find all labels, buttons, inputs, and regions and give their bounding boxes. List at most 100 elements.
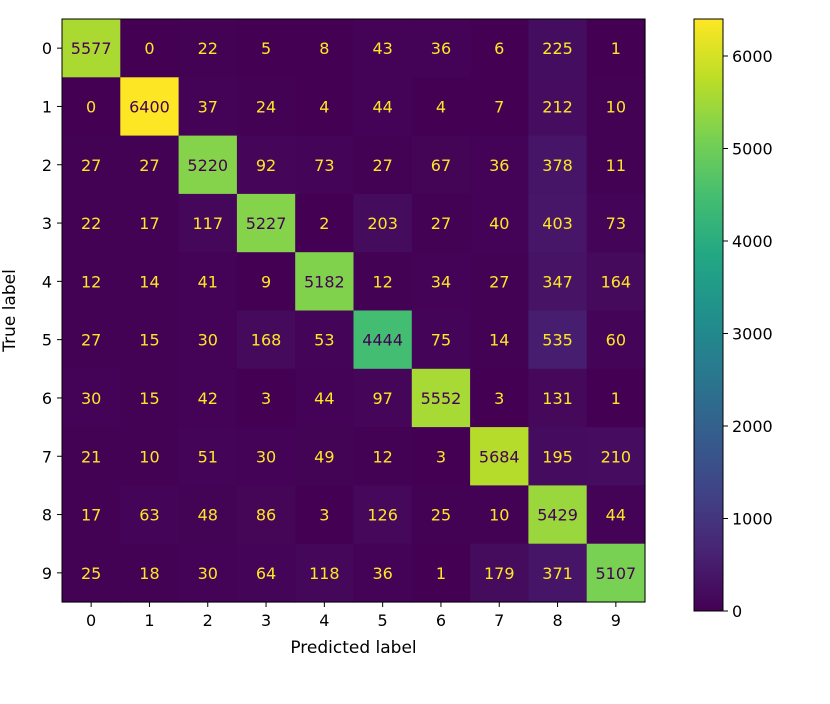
heatmap-cell bbox=[411, 77, 471, 137]
cell-value-label: 67 bbox=[431, 156, 451, 175]
heatmap-cell bbox=[178, 543, 238, 603]
cell-value-label: 44 bbox=[606, 506, 626, 525]
heatmap-cell bbox=[62, 252, 121, 312]
y-tick-label: 4 bbox=[42, 272, 52, 291]
cell-value-label: 44 bbox=[372, 97, 392, 116]
cell-value-label: 25 bbox=[431, 506, 451, 525]
heatmap-cell bbox=[411, 135, 471, 195]
heatmap-cell bbox=[62, 193, 121, 253]
heatmap-cell bbox=[353, 368, 413, 428]
cell-value-label: 63 bbox=[139, 506, 159, 525]
heatmap-cell bbox=[62, 135, 121, 195]
heatmap-cell bbox=[236, 485, 296, 545]
cell-value-label: 14 bbox=[489, 331, 509, 350]
heatmap-cell bbox=[120, 19, 180, 78]
cell-value-label: 3 bbox=[319, 506, 329, 525]
y-tick-label: 2 bbox=[42, 156, 52, 175]
heatmap-cell bbox=[236, 77, 296, 137]
cell-value-label: 11 bbox=[606, 156, 626, 175]
heatmap-cell bbox=[178, 77, 238, 137]
heatmap-cell bbox=[236, 252, 296, 312]
heatmap-cell bbox=[411, 368, 471, 428]
heatmap-cell bbox=[586, 427, 646, 486]
heatmap-cell bbox=[528, 310, 588, 370]
cell-value-label: 2 bbox=[319, 214, 329, 233]
x-tick-label: 8 bbox=[552, 611, 562, 630]
cell-value-label: 27 bbox=[431, 214, 451, 233]
heatmap-cell bbox=[120, 135, 180, 195]
cell-value-label: 5577 bbox=[71, 39, 112, 58]
heatmap-cell bbox=[120, 77, 180, 137]
cell-value-label: 42 bbox=[198, 389, 218, 408]
cell-value-label: 41 bbox=[198, 272, 218, 291]
cell-value-label: 5 bbox=[261, 39, 271, 58]
colorbar-tick-label: 6000 bbox=[732, 47, 773, 66]
heatmap-cell bbox=[528, 77, 588, 137]
cell-value-label: 5220 bbox=[187, 156, 228, 175]
y-tick-label: 8 bbox=[42, 506, 52, 525]
heatmap-cell bbox=[120, 485, 180, 545]
heatmap-cell bbox=[353, 427, 413, 486]
cell-value-label: 4444 bbox=[362, 331, 403, 350]
x-tick-label: 4 bbox=[319, 611, 329, 630]
cell-value-label: 225 bbox=[542, 39, 573, 58]
heatmap-cell bbox=[470, 485, 529, 545]
heatmap-cell bbox=[295, 310, 355, 370]
x-tick-label: 2 bbox=[203, 611, 213, 630]
y-tick-label: 1 bbox=[42, 97, 52, 116]
cell-value-label: 25 bbox=[81, 564, 101, 583]
heatmap-cell bbox=[470, 310, 529, 370]
heatmap-cell bbox=[295, 77, 355, 137]
heatmap-cell bbox=[178, 310, 238, 370]
heatmap-cell bbox=[470, 252, 529, 312]
x-tick-label: 1 bbox=[144, 611, 154, 630]
cell-value-label: 1 bbox=[611, 389, 621, 408]
x-axis-ticks: 0 1 2 3 4 5 6 7 8 9 bbox=[86, 602, 621, 630]
cell-value-label: 43 bbox=[372, 39, 392, 58]
heatmap-cell bbox=[586, 252, 646, 312]
cell-value-label: 18 bbox=[139, 564, 159, 583]
heatmap-cell bbox=[586, 368, 646, 428]
y-tick-label: 0 bbox=[42, 39, 52, 58]
cell-value-label: 5227 bbox=[246, 214, 287, 233]
cell-value-label: 12 bbox=[372, 447, 392, 466]
x-axis-title: Predicted label bbox=[290, 638, 416, 658]
cell-value-label: 203 bbox=[367, 214, 398, 233]
heatmap-cell bbox=[353, 485, 413, 545]
cell-value-label: 6400 bbox=[129, 97, 170, 116]
cell-value-label: 179 bbox=[484, 564, 515, 583]
cell-value-label: 1 bbox=[436, 564, 446, 583]
heatmap-cell bbox=[353, 193, 413, 253]
heatmap-cell bbox=[528, 485, 588, 545]
heatmap-cell bbox=[178, 252, 238, 312]
cell-value-label: 3 bbox=[261, 389, 271, 408]
cell-value-label: 9 bbox=[261, 272, 271, 291]
heatmap-cell bbox=[62, 368, 121, 428]
heatmap-cell bbox=[470, 135, 529, 195]
cell-value-label: 27 bbox=[81, 156, 101, 175]
cell-value-label: 210 bbox=[601, 447, 632, 466]
cell-value-label: 86 bbox=[256, 506, 276, 525]
cell-value-label: 73 bbox=[314, 156, 334, 175]
heatmap-cell bbox=[62, 19, 121, 78]
heatmap-cell bbox=[586, 135, 646, 195]
heatmap-cell bbox=[295, 193, 355, 253]
cell-value-label: 17 bbox=[139, 214, 159, 233]
x-tick-label: 0 bbox=[86, 611, 96, 630]
heatmap-cell bbox=[470, 77, 529, 137]
y-tick-label: 7 bbox=[42, 447, 52, 466]
cell-value-label: 4 bbox=[436, 97, 446, 116]
heatmap-cell bbox=[528, 543, 588, 603]
heatmap-cell bbox=[295, 19, 355, 78]
heatmap-cell bbox=[470, 368, 529, 428]
colorbar bbox=[693, 18, 724, 612]
cell-value-label: 5429 bbox=[537, 506, 578, 525]
cell-value-label: 75 bbox=[431, 331, 451, 350]
cell-value-label: 40 bbox=[489, 214, 509, 233]
cell-value-label: 22 bbox=[198, 39, 218, 58]
heatmap-cell bbox=[295, 485, 355, 545]
heatmap-cell bbox=[178, 485, 238, 545]
y-axis-title: True label bbox=[0, 269, 20, 353]
